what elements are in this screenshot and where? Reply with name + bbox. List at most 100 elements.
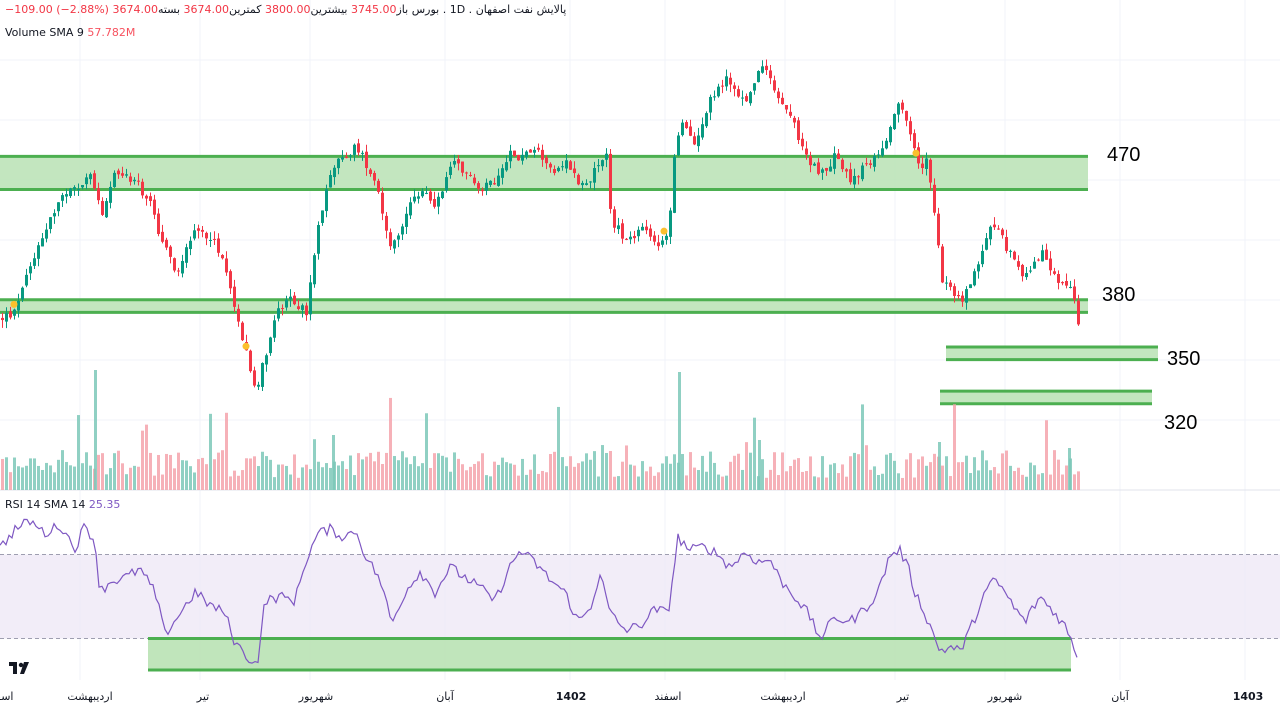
volume-bar [133, 465, 136, 490]
candle-body [545, 157, 548, 164]
candle-body [125, 174, 128, 176]
volume-bar [385, 452, 388, 490]
candle-body [233, 286, 236, 307]
candle-body [1045, 249, 1048, 260]
dividend-marker [10, 300, 18, 308]
candle-body [997, 228, 1000, 230]
volume-bar [1037, 474, 1040, 490]
candle-body [453, 160, 456, 165]
volume-bar [345, 469, 348, 490]
volume-bar [565, 466, 568, 490]
volume-bar [465, 470, 468, 490]
candle-body [673, 156, 676, 213]
candle-body [305, 305, 308, 316]
candle-body [337, 158, 340, 169]
candle-body [97, 188, 100, 201]
volume-bar [773, 452, 776, 490]
candle-body [949, 282, 952, 287]
volume-bar [697, 470, 700, 490]
volume-bar [117, 450, 120, 490]
volume-bar [929, 462, 932, 490]
volume-bar [973, 457, 976, 490]
candle-body [485, 182, 488, 191]
candle-body [289, 296, 292, 300]
volume-bar [145, 424, 148, 490]
candles [1, 59, 1080, 392]
volume-bar [509, 463, 512, 490]
volume-bar [321, 467, 324, 490]
zone-470 [0, 156, 1088, 190]
volume-bar [325, 463, 328, 490]
volume-bar [513, 464, 516, 490]
candle-body [41, 238, 44, 247]
volume-bar [581, 461, 584, 490]
volume-bar [101, 453, 104, 490]
candle-body [801, 138, 804, 147]
volume-bar [94, 370, 97, 490]
candle-body [481, 189, 484, 192]
candle-body [113, 172, 116, 188]
candle-body [665, 235, 668, 240]
candle-body [1009, 250, 1012, 252]
volume-bar [445, 457, 448, 490]
candle-body [437, 196, 440, 207]
volume-bar [373, 461, 376, 490]
candle-body [805, 148, 808, 155]
volume-bar [917, 459, 920, 490]
candle-body [645, 226, 648, 231]
candle-body [277, 308, 280, 319]
candle-body [869, 163, 872, 165]
candle-body [421, 191, 424, 197]
volume-bar [425, 413, 428, 490]
volume-bar [217, 452, 220, 490]
candle-body [189, 240, 192, 250]
rsi-legend-label[interactable]: RSI 14 SMA 14 [5, 498, 86, 511]
candle-body [69, 188, 72, 197]
volume-bar [953, 404, 956, 490]
candle-body [637, 229, 640, 237]
rsi-legend-value: 25.35 [88, 498, 121, 511]
candle-body [929, 159, 932, 183]
candle-body [149, 196, 152, 201]
volume-bar [609, 450, 612, 490]
volume-bar [525, 474, 528, 490]
candle-body [965, 289, 968, 303]
tradingview-logo-icon[interactable] [8, 660, 32, 676]
volume-bar [641, 461, 644, 490]
legend-title[interactable]: پالایش نفت اصفهان [475, 3, 567, 16]
volume-legend-label[interactable]: Volume SMA 9 [5, 26, 84, 39]
candle-body [693, 136, 696, 145]
candle-body [61, 195, 64, 201]
candle-body [465, 172, 468, 174]
candle-body [397, 235, 400, 240]
volume-bar [573, 466, 576, 490]
volume-bar [57, 459, 60, 490]
candle-body [857, 176, 860, 178]
volume-bar [789, 466, 792, 490]
candle-body [389, 232, 392, 247]
candle-body [241, 322, 244, 341]
volume-bar [1061, 474, 1064, 490]
volume-bar [1057, 459, 1060, 490]
candle-body [769, 70, 772, 79]
candle-body [909, 121, 912, 135]
candle-body [853, 175, 856, 185]
volume-bar [1049, 474, 1052, 490]
volume-bar [197, 459, 200, 490]
volume-bar [293, 454, 296, 490]
volume-bar [637, 476, 640, 490]
candle-body [193, 230, 196, 239]
volume-bar [5, 457, 8, 490]
volume-bar [457, 458, 460, 490]
volume-bar [945, 456, 948, 490]
volume-bar [577, 463, 580, 490]
volume-bar [873, 466, 876, 490]
volume-bar [429, 467, 432, 490]
volume-bar [761, 459, 764, 490]
candle-body [65, 194, 68, 197]
volume-bar [1053, 450, 1056, 490]
candle-body [953, 286, 956, 296]
candle-body [93, 173, 96, 189]
volume-bar [305, 464, 308, 490]
